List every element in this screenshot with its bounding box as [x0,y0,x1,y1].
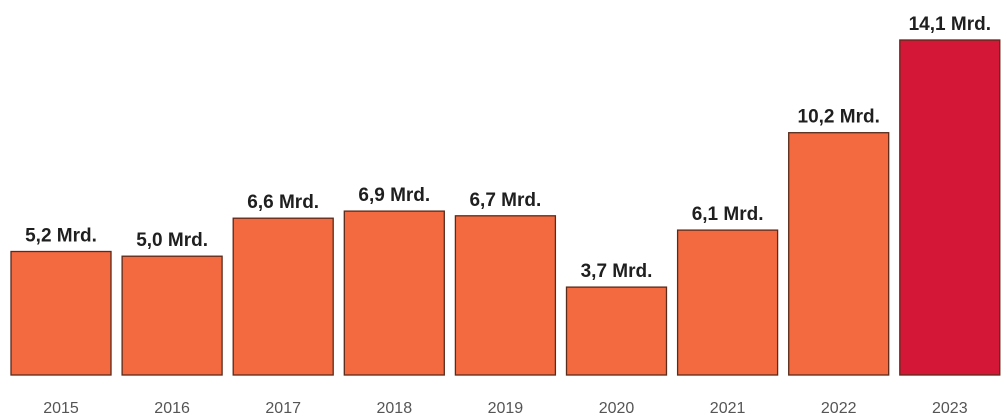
x-tick-label-2022: 2022 [821,400,857,417]
value-label-2023: 14,1 Mrd. [909,14,991,35]
value-label-2017: 6,6 Mrd. [247,192,319,213]
x-tick-label-2021: 2021 [710,400,746,417]
bar-2019 [454,215,557,376]
bars-group [10,39,1001,376]
bar-2015 [10,250,112,376]
bar-2017 [232,217,334,376]
x-tick-label-2020: 2020 [599,400,635,417]
bar-2021 [676,229,779,376]
x-tick-label-2019: 2019 [488,400,524,417]
x-tick-label-2018: 2018 [377,400,413,417]
value-label-2021: 6,1 Mrd. [692,204,764,225]
x-tick-label-2017: 2017 [265,400,301,417]
x-tick-labels-group: 2015 2016 2017 2018 2019 2020 2021 2022 2023 [43,400,967,417]
bar-2023 [899,39,1001,376]
x-tick-label-2023: 2023 [932,400,968,417]
bar-2022 [788,132,890,376]
value-label-2015: 5,2 Mrd. [25,226,97,247]
value-label-2022: 10,2 Mrd. [798,107,880,128]
x-tick-label-2015: 2015 [43,400,79,417]
bar-2018 [343,210,445,376]
value-label-2020: 3,7 Mrd. [581,261,653,282]
value-labels-group: 5,2 Mrd. 5,0 Mrd. 6,6 Mrd. 6,9 Mrd. 6,7 Mrd.… [25,14,991,282]
x-tick-label-2016: 2016 [154,400,190,417]
bar-2016 [121,255,223,376]
value-label-2018: 6,9 Mrd. [358,185,430,206]
value-label-2019: 6,7 Mrd. [469,190,541,211]
bar-2020 [565,286,668,376]
value-label-2016: 5,0 Mrd. [136,230,208,251]
